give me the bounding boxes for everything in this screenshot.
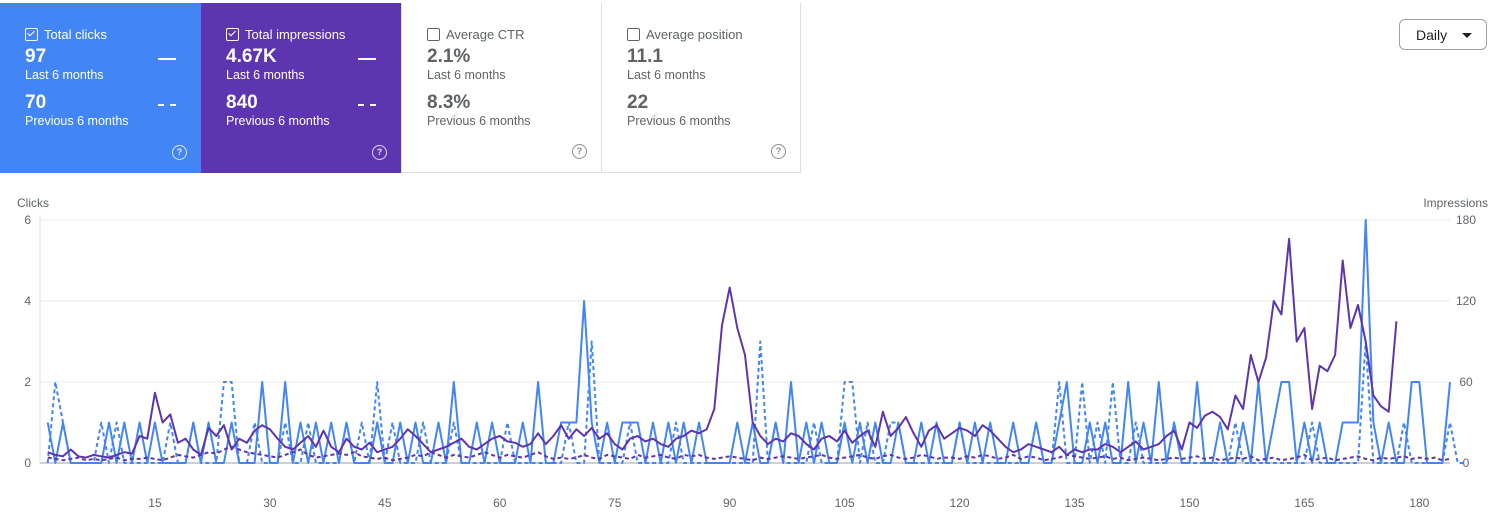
current-period-label: Last 6 months [25, 68, 104, 82]
current-value: 11.1 [627, 46, 663, 67]
x-tick-label: 60 [493, 496, 507, 510]
average-ctr-card[interactable]: Average CTR 2.1% Last 6 months 8.3% Prev… [401, 3, 601, 173]
metric-cards: Total clicks 97 Last 6 months 70 Previou… [0, 3, 801, 173]
card-header: Average CTR [427, 26, 576, 42]
card-title: Average position [646, 26, 743, 42]
x-tick-label: 180 [1409, 496, 1429, 510]
left-tick-label: 2 [24, 375, 31, 389]
right-tick-label: 180 [1456, 213, 1476, 227]
current-value: 97 [25, 46, 47, 67]
x-tick-label: 135 [1064, 496, 1084, 510]
x-tick-label: 105 [835, 496, 855, 510]
card-header: Total impressions [226, 26, 376, 42]
average-ctr-checkbox[interactable] [427, 27, 440, 41]
x-tick-label: 165 [1294, 496, 1314, 510]
card-title: Total impressions [245, 26, 346, 42]
solid-line-legend-icon [358, 58, 376, 60]
right-tick-label: 0 [1463, 456, 1470, 470]
current-period-label: Last 6 months [627, 68, 706, 82]
previous-value: 8.3% [427, 92, 471, 113]
current-value: 4.67K [226, 46, 277, 67]
previous-period-label: Previous 6 months [627, 114, 731, 128]
previous-period-label: Previous 6 months [25, 114, 129, 128]
previous-period-label: Previous 6 months [226, 114, 330, 128]
average-position-card[interactable]: Average position 11.1 Last 6 months 22 P… [601, 3, 801, 173]
card-header: Total clicks [25, 26, 176, 42]
help-icon[interactable]: ? [771, 144, 786, 159]
help-icon[interactable]: ? [572, 144, 587, 159]
checkmark-icon [228, 28, 236, 36]
checkmark-icon [27, 28, 35, 36]
left-axis-ticks: 0 2 4 6 [24, 213, 31, 470]
x-tick-label: 45 [378, 496, 392, 510]
granularity-selected: Daily [1416, 26, 1448, 43]
impressions-last-line [47, 237, 1398, 459]
series-lines [46, 219, 1466, 464]
total-clicks-checkbox[interactable] [25, 27, 38, 41]
total-impressions-card[interactable]: Total impressions 4.67K Last 6 months 84… [201, 3, 401, 173]
right-axis-title: Impressions [1423, 196, 1488, 210]
average-position-checkbox[interactable] [627, 27, 640, 41]
impressions-previous-line [47, 445, 1451, 462]
granularity-dropdown[interactable]: Daily [1399, 19, 1487, 50]
previous-value: 22 [627, 92, 649, 113]
previous-value: 840 [226, 92, 258, 113]
current-period-label: Last 6 months [427, 68, 506, 82]
x-tick-label: 90 [723, 496, 737, 510]
total-clicks-card[interactable]: Total clicks 97 Last 6 months 70 Previou… [0, 3, 201, 173]
total-impressions-checkbox[interactable] [226, 27, 239, 41]
right-tick-label: 60 [1459, 375, 1473, 389]
caret-down-icon [1462, 33, 1472, 38]
performance-chart[interactable]: Clicks Impressions 0 2 4 6 0 60 120 180 15 30 45… [0, 190, 1510, 525]
card-title: Total clicks [44, 26, 107, 42]
solid-line-legend-icon [158, 58, 176, 60]
x-tick-label: 75 [608, 496, 622, 510]
right-tick-label: 120 [1456, 294, 1476, 308]
previous-value: 70 [25, 92, 47, 113]
current-period-label: Last 6 months [226, 68, 305, 82]
x-axis-ticks: 15 30 45 60 75 90 105 120 135 150 165 180 [148, 496, 1429, 510]
left-tick-label: 6 [24, 213, 31, 227]
left-tick-label: 4 [24, 294, 31, 308]
help-icon[interactable]: ? [172, 145, 187, 160]
previous-period-label: Previous 6 months [427, 114, 531, 128]
help-icon[interactable]: ? [372, 145, 387, 160]
left-axis-title: Clicks [17, 196, 49, 210]
x-tick-label: 15 [148, 496, 162, 510]
gridlines [39, 215, 1450, 464]
card-title: Average CTR [446, 26, 525, 42]
card-header: Average position [627, 26, 775, 42]
dashed-line-legend-icon [158, 104, 176, 106]
x-tick-label: 120 [950, 496, 970, 510]
x-tick-label: 30 [263, 496, 277, 510]
left-tick-label: 0 [24, 456, 31, 470]
dashed-line-legend-icon [358, 104, 376, 106]
current-value: 2.1% [427, 46, 471, 67]
right-axis-ticks: 0 60 120 180 [1456, 213, 1476, 470]
x-tick-label: 150 [1179, 496, 1199, 510]
clicks-last-line [46, 219, 1451, 464]
